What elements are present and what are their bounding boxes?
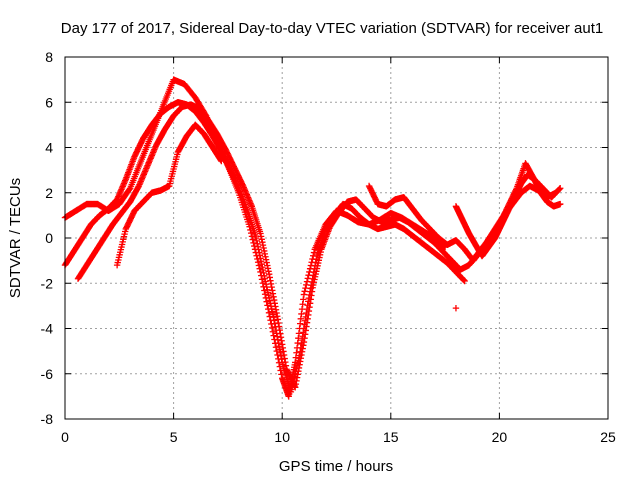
x-tick-label: 25 [600,429,616,445]
tick-marks [64,56,609,420]
data-point [254,259,262,266]
data-point [268,324,276,332]
data-point [557,200,564,208]
y-axis-title: SDTVAR / TECUs [7,178,24,298]
y-tick-label: 2 [45,185,53,201]
data-point [261,287,268,294]
y-tick-label: -2 [41,275,54,291]
data-point [461,277,468,285]
y-tick-label: 6 [45,94,53,110]
y-tick-label: -8 [41,411,54,427]
y-tick-label: -6 [41,366,54,382]
y-tick-label: 4 [45,140,53,156]
y-tick-label: 8 [45,49,53,65]
x-axis-title: GPS time / hours [279,458,393,475]
grid-lines [65,57,608,419]
x-tick-label: 15 [383,429,399,445]
data-point [250,239,257,247]
chart-title: Day 177 of 2017, Sidereal Day-to-day VTE… [61,20,603,37]
data-point [557,185,564,192]
data-point [300,291,308,298]
x-tick-label: 0 [61,429,69,445]
data-point [301,288,308,295]
data-point [452,304,460,312]
data-point [272,344,280,351]
x-tick-label: 10 [274,429,290,445]
y-tick-label: -4 [41,321,54,337]
data-point [218,157,225,165]
data-point [249,236,256,243]
y-tick-label: 0 [45,230,53,246]
data-point [265,309,273,317]
y-tick-labels: -8 -6 -4 -2 0 2 4 6 8 [41,49,54,427]
x-tick-labels: 0 5 10 15 20 25 [61,429,616,445]
data-points [61,76,564,400]
x-tick-label: 20 [492,429,508,445]
data-point [255,262,263,269]
data-point [263,298,270,305]
x-tick-label: 5 [170,429,178,445]
